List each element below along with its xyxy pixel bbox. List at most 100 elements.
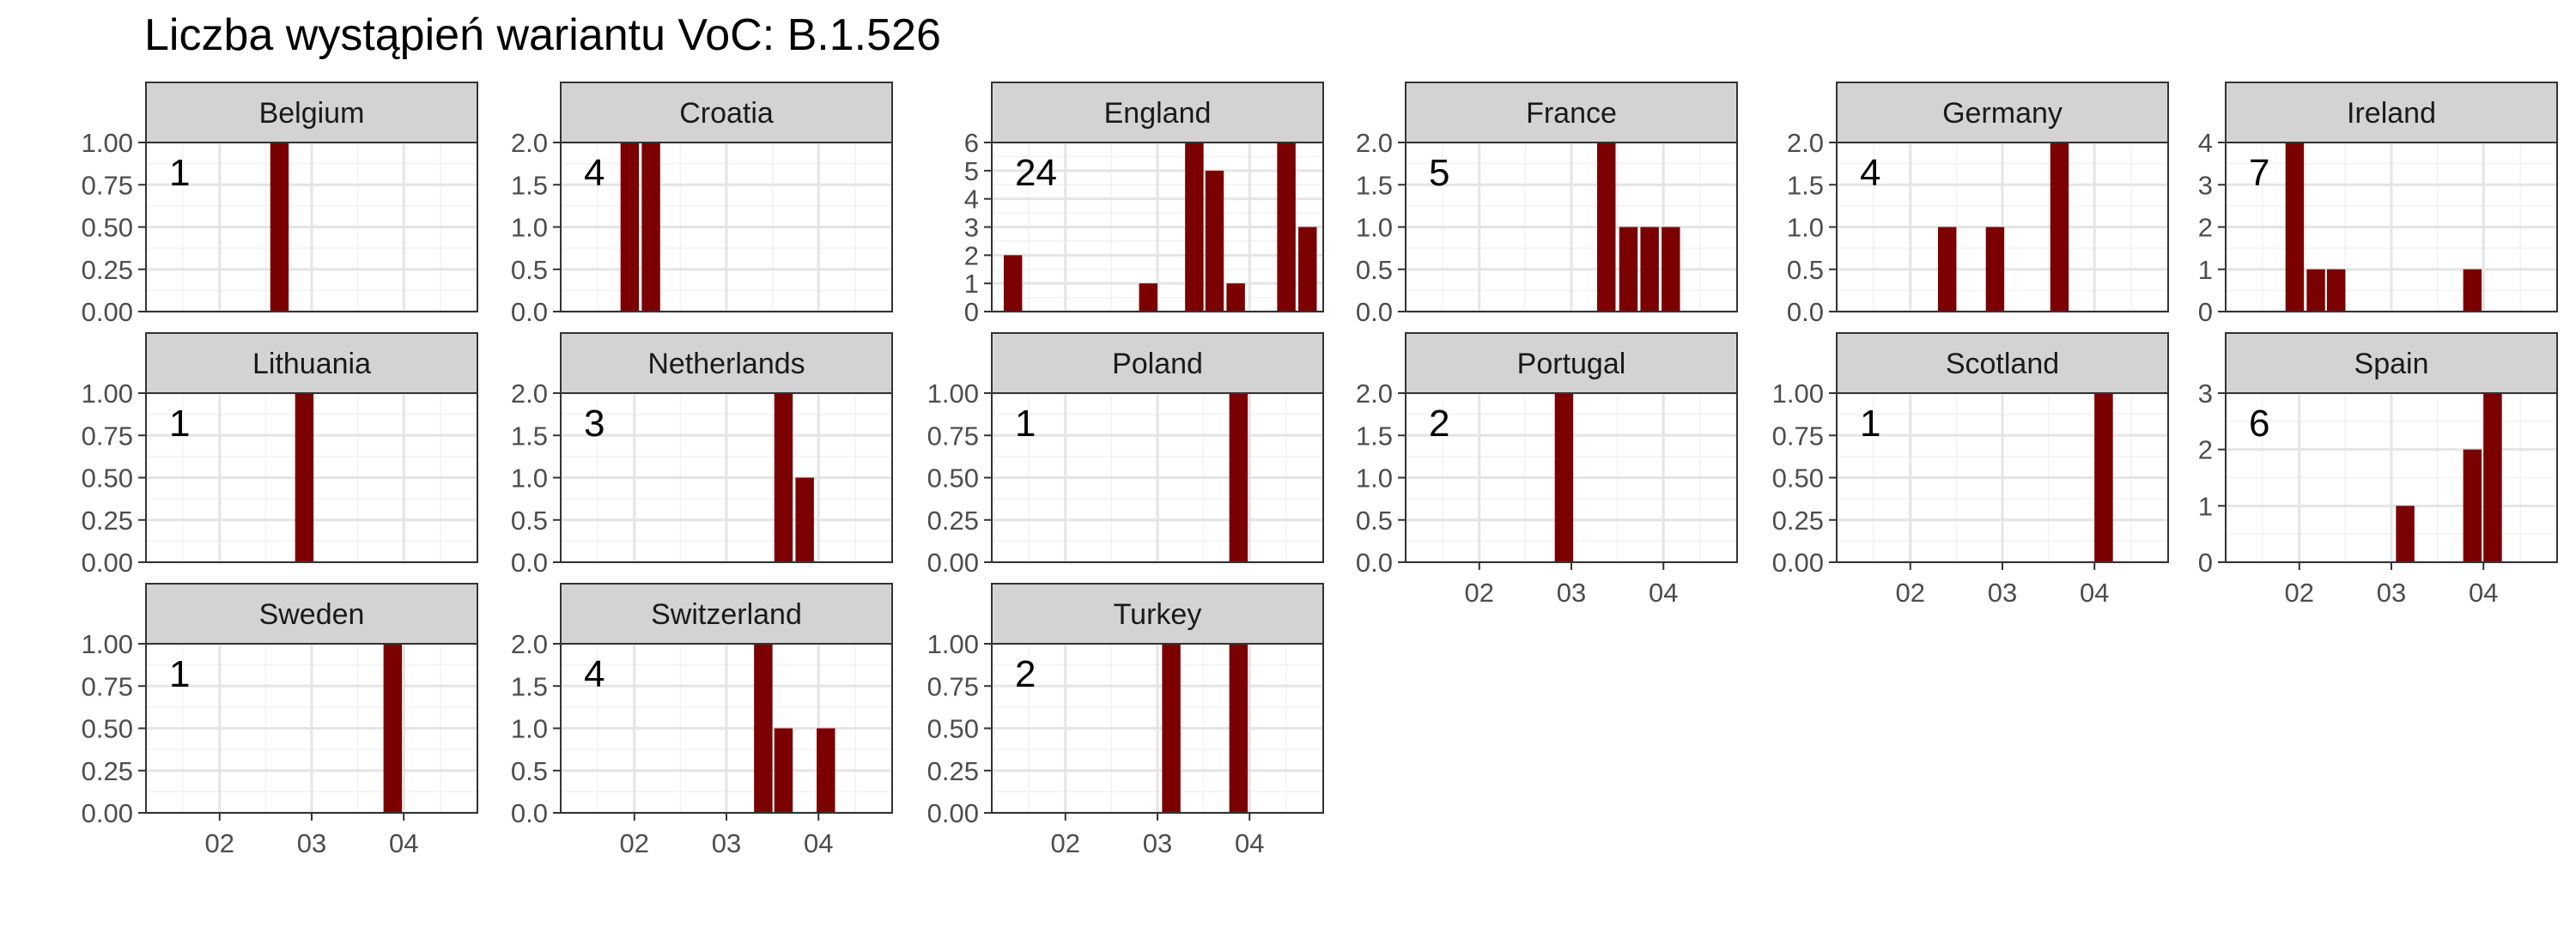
bar [2306, 269, 2325, 312]
y-tick-label: 1.00 [82, 379, 133, 409]
bar [795, 477, 814, 562]
facet-panel-ireland: Ireland 7 0 1 2 3 4 [2198, 82, 2558, 327]
x-tick-label: 02 [1465, 578, 1494, 608]
bar [2396, 506, 2415, 562]
y-tick-label: 1.5 [511, 421, 548, 451]
y-tick-label: 1.5 [511, 671, 548, 701]
y-tick-label: 0.75 [927, 421, 979, 451]
bar [383, 644, 403, 813]
x-tick-label: 03 [1988, 578, 2017, 608]
bar [1205, 170, 1224, 312]
bar [270, 142, 289, 312]
facet-count-label: 1 [1860, 403, 1880, 445]
bar [620, 142, 640, 312]
x-tick-label: 03 [297, 828, 326, 858]
y-tick-label: 0 [2198, 297, 2213, 327]
y-tick-label: 0.50 [927, 464, 979, 494]
bar [1229, 393, 1249, 562]
bar [1985, 227, 2005, 312]
y-tick-label: 0.25 [82, 756, 133, 786]
y-tick-label: 6 [964, 128, 979, 158]
y-tick-label: 0.5 [511, 255, 548, 285]
y-tick-label: 1.00 [82, 128, 133, 158]
facet-count-label: 1 [169, 403, 190, 445]
facet-strip [2225, 332, 2558, 394]
y-tick-label: 1.0 [1356, 464, 1393, 494]
y-tick-label: 2.0 [1356, 379, 1393, 409]
facet-count-label: 4 [584, 152, 605, 194]
facet-strip [1405, 332, 1738, 394]
bar [2463, 269, 2482, 312]
facet-label: France [1526, 97, 1617, 130]
x-tick-label: 03 [2377, 578, 2406, 608]
chart-title: Liczba wystąpień wariantu VoC: B.1.526 [144, 10, 941, 60]
y-tick-label: 4 [2198, 128, 2213, 158]
y-tick-label: 2.0 [511, 128, 548, 158]
facet-panel-france: France 5 0.0 0.5 1.0 1.5 2.0 [1356, 82, 1738, 327]
facet-strip [1836, 82, 2169, 143]
facet-panels: Belgium10.000.250.500.751.00Croatia40.00… [82, 82, 2558, 858]
facet-strip [560, 82, 893, 143]
y-tick-label: 0.5 [511, 506, 548, 536]
y-tick-label: 1.0 [511, 714, 548, 744]
facet-count-label: 24 [1015, 152, 1057, 194]
facet-label: Turkey [1114, 598, 1202, 631]
y-tick-label: 0.00 [927, 798, 979, 828]
facet-label: England [1104, 97, 1212, 130]
facet-strip [991, 332, 1324, 394]
bar [2483, 393, 2502, 562]
y-tick-label: 0.00 [82, 297, 133, 327]
facet-panel-switzerland: Switzerland 4 0.0 0.5 1.0 1.5 2.0 02 03 04 [511, 583, 893, 858]
y-tick-label: 0.00 [1772, 548, 1824, 578]
y-tick-label: 0.50 [82, 213, 133, 243]
facet-count-label: 1 [169, 653, 190, 695]
bar [2050, 142, 2069, 312]
facet-count-label: 2 [1015, 653, 1036, 695]
facet-strip [991, 82, 1324, 143]
facet-strip [560, 583, 893, 645]
y-tick-label: 0.5 [1356, 255, 1393, 285]
facet-strip [1836, 332, 2169, 394]
x-tick-label: 04 [1649, 578, 1678, 608]
y-tick-label: 1.5 [511, 170, 548, 200]
y-tick-label: 0.25 [82, 255, 133, 285]
facet-panel-portugal: Portugal 2 0.0 0.5 1.0 1.5 2.0 02 03 04 [1356, 332, 1738, 608]
y-tick-label: 0.50 [1772, 464, 1824, 494]
y-tick-label: 1.5 [1356, 421, 1393, 451]
y-tick-label: 3 [2198, 379, 2213, 409]
facet-count-label: 4 [1860, 152, 1880, 194]
y-tick-label: 1.00 [927, 629, 979, 659]
bar [1640, 227, 1659, 312]
bar [817, 728, 835, 813]
bar [1597, 142, 1616, 312]
y-tick-label: 0.0 [511, 548, 548, 578]
bar [1226, 283, 1245, 312]
y-tick-label: 1.5 [1787, 170, 1824, 200]
facet-count-label: 7 [2249, 152, 2269, 194]
facet-count-label: 6 [2249, 403, 2269, 445]
facet-strip [145, 82, 478, 143]
facet-count-label: 1 [1015, 403, 1036, 445]
bar [754, 644, 773, 813]
facet-count-label: 1 [169, 152, 190, 194]
y-tick-label: 0.25 [1772, 506, 1824, 536]
y-tick-label: 1.0 [1356, 213, 1393, 243]
y-tick-label: 0.00 [927, 548, 979, 578]
y-tick-label: 0.0 [511, 798, 548, 828]
bar [295, 393, 314, 562]
facet-panel-belgium: Belgium 1 0.00 0.25 0.50 0.75 1.00 [82, 82, 478, 327]
facet-label: Lithuania [252, 348, 371, 380]
x-tick-label: 04 [1235, 828, 1264, 858]
y-tick-label: 4 [964, 185, 979, 215]
y-tick-label: 0.75 [82, 170, 133, 200]
y-tick-label: 1.0 [511, 464, 548, 494]
facet-strip [991, 583, 1324, 645]
bar [1554, 393, 1574, 562]
facet-panel-germany: Germany 4 0.0 0.5 1.0 1.5 2.0 [1787, 82, 2169, 327]
bar [1229, 644, 1249, 813]
facet-panel-spain: Spain 6 0 1 2 3 02 03 04 [2198, 332, 2558, 608]
y-tick-label: 0.75 [1772, 421, 1824, 451]
y-tick-label: 2.0 [511, 379, 548, 409]
x-tick-label: 04 [2469, 578, 2498, 608]
facet-label: Portugal [1517, 348, 1626, 380]
